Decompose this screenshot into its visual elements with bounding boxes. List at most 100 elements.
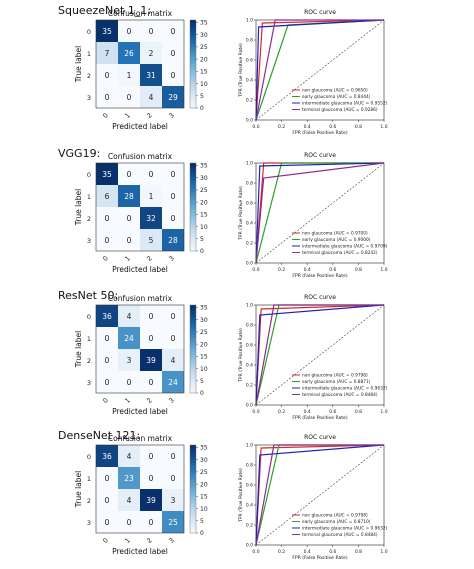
colorbar-segment [190, 530, 196, 534]
cm-cell-value: 39 [146, 496, 156, 505]
roc-y-tick-label: 0.0 [246, 261, 253, 267]
legend-label: terminal glaucoma (AUC = 0.8242) [302, 250, 378, 256]
colorbar-tick-label: 30 [200, 457, 208, 464]
cm-cell [162, 489, 184, 511]
model-title: ResNet 50: [58, 289, 119, 302]
cm-x-tick-label: 0 [101, 254, 110, 263]
legend-label: intermediate glaucoma (AUC = 0.9552) [302, 101, 388, 107]
cm-cell [140, 327, 162, 349]
roc-y-tick-label: 0.6 [246, 343, 253, 349]
cm-cell-value: 0 [149, 312, 154, 321]
roc-title: ROC curve [304, 152, 336, 159]
cm-x-tick-label: 2 [145, 111, 154, 120]
cm-cell [96, 327, 118, 349]
colorbar-segment [190, 387, 196, 391]
colorbar-segment [190, 346, 196, 350]
roc-x-tick-label: 0.8 [355, 267, 362, 273]
colorbar-segment [190, 375, 196, 379]
legend-label: non glaucoma (AUC = 0.9798) [302, 513, 368, 519]
cm-cell-value: 0 [171, 214, 176, 223]
cm-cell [140, 511, 162, 533]
colorbar-segment [190, 22, 196, 27]
colorbar-segment [190, 518, 196, 522]
colorbar-segment [190, 354, 196, 359]
colorbar-tick-label: 30 [200, 175, 208, 182]
cm-x-tick-label: 0 [101, 536, 110, 545]
legend-label: terminal glaucoma (AUC = 0.8484) [302, 532, 378, 538]
colorbar-segment [190, 357, 196, 362]
cm-title: Confusion matrix [108, 294, 173, 303]
colorbar-segment [190, 349, 196, 353]
colorbar-segment [190, 239, 196, 243]
cm-y-axis-label: True label [74, 46, 83, 83]
cm-cell [140, 445, 162, 467]
legend-label: non glaucoma (AUC = 0.9650) [302, 88, 368, 94]
colorbar-segment [190, 186, 196, 190]
roc-x-tick-label: 1.0 [380, 409, 387, 415]
colorbar-segment [190, 313, 196, 318]
roc-y-tick-label: 0.8 [246, 463, 253, 469]
cm-frame [95, 304, 185, 394]
cm-cell-value: 5 [149, 236, 154, 245]
roc-y-tick-label: 0.8 [246, 38, 253, 44]
roc-chance-line [255, 162, 385, 264]
cm-cell-value: 0 [127, 378, 132, 387]
colorbar-segment [190, 447, 196, 452]
colorbar-segment [190, 96, 196, 100]
colorbar-tick-label: 15 [200, 354, 208, 361]
cm-cell [140, 305, 162, 327]
colorbar-segment [190, 340, 196, 344]
cm-y-axis-label: True label [74, 471, 83, 508]
cm-cell [118, 445, 140, 467]
colorbar-tick-label: 20 [200, 56, 208, 63]
cm-cell [118, 64, 140, 86]
roc-x-tick-label: 0.8 [355, 409, 362, 415]
colorbar-segment [190, 34, 196, 39]
colorbar-segment [190, 93, 196, 97]
cm-cell [162, 163, 184, 185]
cm-cell-value: 0 [171, 192, 176, 201]
colorbar-tick-label: 0 [200, 248, 204, 255]
roc-x-tick-label: 0.4 [304, 267, 311, 273]
colorbar-segment [190, 78, 196, 83]
cm-cell [96, 207, 118, 229]
colorbar-segment [190, 497, 196, 502]
roc-title: ROC curve [304, 9, 336, 16]
legend-label: intermediate glaucoma (AUC = 0.9632) [302, 386, 388, 392]
colorbar-tick-label: 20 [200, 199, 208, 206]
colorbar-segment [190, 245, 196, 249]
cm-cell [162, 305, 184, 327]
colorbar-segment [190, 46, 196, 50]
roc-y-tick-label: 0.0 [246, 118, 253, 124]
roc-x-axis-label: FPR (False Positive Rate) [292, 273, 347, 279]
colorbar-tick-label: 0 [200, 105, 204, 112]
cm-cell [96, 64, 118, 86]
cm-cell-value: 25 [168, 518, 178, 527]
roc-series-line [255, 19, 385, 121]
roc-x-tick-label: 0.6 [329, 267, 336, 273]
cm-cell [118, 163, 140, 185]
cm-cell [96, 349, 118, 371]
roc-y-tick-label: 0.2 [246, 523, 253, 529]
colorbar-segment [190, 163, 196, 167]
colorbar-segment [190, 334, 196, 338]
colorbar-segment [190, 168, 196, 173]
roc-x-tick-label: 0.4 [304, 124, 311, 130]
colorbar-segment [190, 351, 196, 356]
cm-y-tick-label: 2 [87, 215, 91, 223]
colorbar-tick-label: 25 [200, 469, 208, 476]
cm-cell-value: 0 [149, 334, 154, 343]
cm-y-tick-label: 1 [87, 50, 91, 58]
colorbar-segment [190, 236, 196, 240]
colorbar-segment [190, 87, 196, 91]
colorbar-tick-label: 0 [200, 390, 204, 397]
cm-y-tick-label: 2 [87, 72, 91, 80]
roc-y-axis-label: TPR (True Positive Rate) [238, 328, 244, 383]
roc-x-tick-label: 1.0 [380, 267, 387, 273]
colorbar-segment [190, 66, 196, 71]
colorbar-segment [190, 195, 196, 199]
cm-cell [118, 207, 140, 229]
cm-frame [95, 444, 185, 534]
colorbar-segment [190, 343, 196, 347]
colorbar-segment [190, 105, 196, 109]
